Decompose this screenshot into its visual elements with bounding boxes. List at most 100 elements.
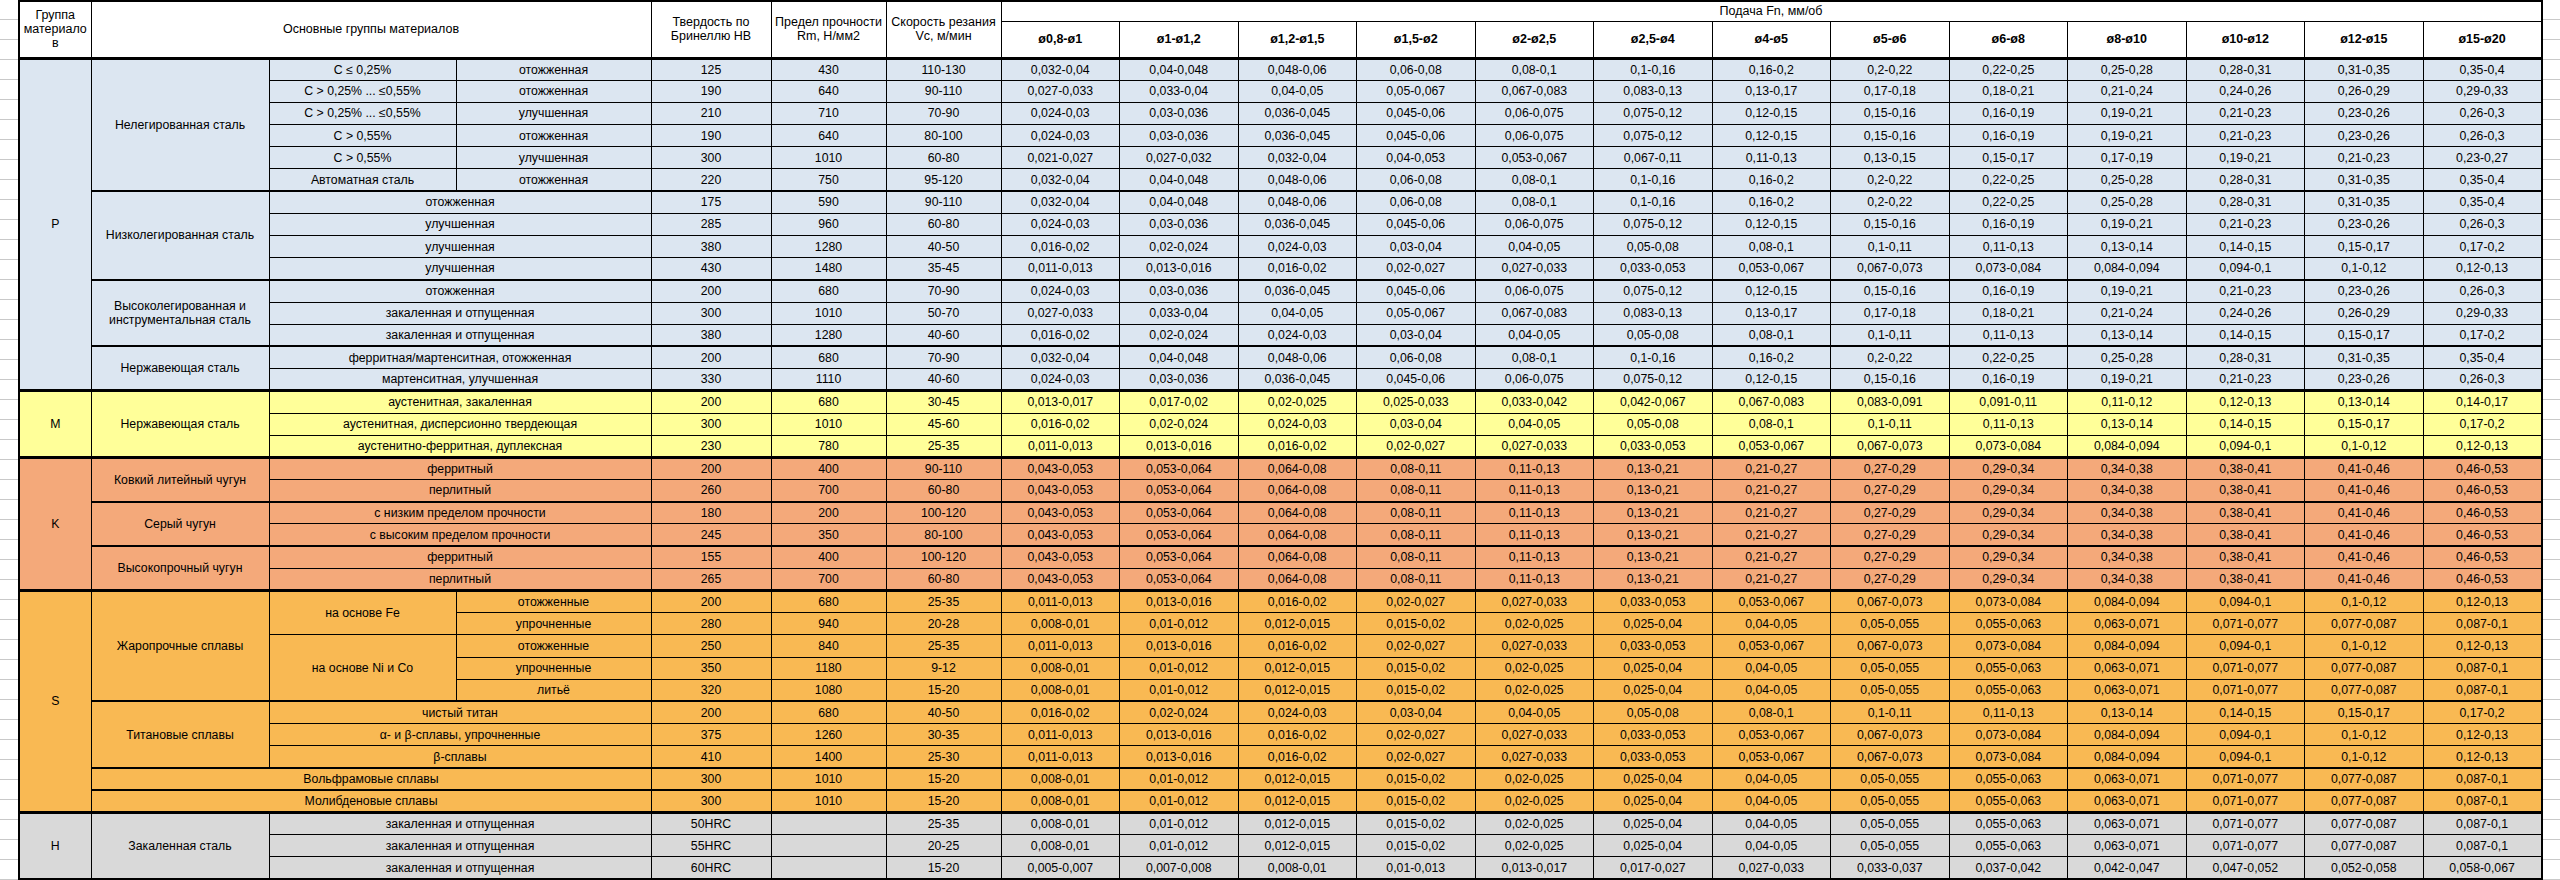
material-family-cell[interactable]: Нелегированная сталь [91,58,269,191]
col-header-main-groups[interactable]: Основные группы материалов [91,1,651,58]
material-state-cell[interactable]: ферритный [269,546,651,568]
material-family-cell[interactable]: Жаропрочные сплавы [91,591,269,702]
material-state-cell[interactable]: ферритный [269,457,651,479]
feed-value-cell[interactable]: 0,15-0,16 [1831,102,1950,124]
feed-value-cell[interactable]: 0,13-0,21 [1594,457,1713,479]
feed-value-cell[interactable]: 0,11-0,13 [1475,502,1594,524]
feed-value-cell[interactable]: 0,29-0,34 [1949,546,2068,568]
feed-value-cell[interactable]: 0,08-0,11 [1357,480,1476,502]
feed-value-cell[interactable]: 0,024-0,03 [1238,413,1357,435]
feed-value-cell[interactable]: 0,1-0,16 [1594,169,1713,191]
cutting-speed-cell[interactable]: 15-20 [886,790,1001,812]
hardness-cell[interactable]: 190 [651,80,771,102]
feed-value-cell[interactable]: 0,027-0,033 [1475,435,1594,457]
hardness-cell[interactable]: 220 [651,169,771,191]
feed-value-cell[interactable]: 0,23-0,26 [2305,125,2424,147]
feed-value-cell[interactable]: 0,21-0,23 [2186,369,2305,391]
feed-col-header[interactable]: ø1,5-ø2 [1357,21,1476,58]
cutting-speed-cell[interactable]: 40-50 [886,236,1001,258]
feed-value-cell[interactable]: 0,036-0,045 [1238,280,1357,302]
feed-value-cell[interactable]: 0,12-0,13 [2423,435,2542,457]
feed-value-cell[interactable]: 0,083-0,13 [1594,80,1713,102]
cutting-speed-cell[interactable]: 100-120 [886,502,1001,524]
feed-value-cell[interactable]: 0,04-0,05 [1475,236,1594,258]
hardness-cell[interactable]: 280 [651,613,771,635]
feed-value-cell[interactable]: 0,087-0,1 [2423,679,2542,701]
feed-value-cell[interactable]: 0,011-0,013 [1001,724,1120,746]
feed-value-cell[interactable]: 0,15-0,17 [2305,324,2424,346]
feed-value-cell[interactable]: 0,02-0,024 [1120,236,1239,258]
strength-cell[interactable]: 1180 [771,657,886,679]
strength-cell[interactable]: 940 [771,613,886,635]
feed-value-cell[interactable]: 0,042-0,067 [1594,391,1713,413]
material-family-cell[interactable]: Молибденовые сплавы [91,790,651,812]
feed-value-cell[interactable]: 0,016-0,02 [1001,413,1120,435]
material-state-cell[interactable]: упрочненные [456,657,651,679]
feed-value-cell[interactable]: 0,16-0,19 [1949,369,2068,391]
cutting-speed-cell[interactable]: 100-120 [886,546,1001,568]
material-state-cell[interactable]: закаленная и отпущенная [269,835,651,857]
feed-value-cell[interactable]: 0,27-0,29 [1831,546,1950,568]
cutting-speed-cell[interactable]: 25-35 [886,591,1001,613]
feed-value-cell[interactable]: 0,013-0,016 [1120,635,1239,657]
strength-cell[interactable]: 680 [771,280,886,302]
feed-value-cell[interactable]: 0,16-0,19 [1949,280,2068,302]
cutting-speed-cell[interactable]: 95-120 [886,169,1001,191]
hardness-cell[interactable]: 230 [651,435,771,457]
feed-col-header[interactable]: ø4-ø5 [1712,21,1831,58]
feed-value-cell[interactable]: 0,18-0,21 [1949,302,2068,324]
material-family-cell[interactable]: Ковкий литейный чугун [91,457,269,501]
hardness-cell[interactable]: 250 [651,635,771,657]
material-subtype-cell[interactable]: C > 0,55% [269,147,456,169]
cutting-speed-cell[interactable]: 60-80 [886,480,1001,502]
feed-value-cell[interactable]: 0,02-0,027 [1357,591,1476,613]
feed-value-cell[interactable]: 0,05-0,055 [1831,812,1950,834]
feed-value-cell[interactable]: 0,032-0,04 [1001,191,1120,213]
feed-col-header[interactable]: ø15-ø20 [2423,21,2542,58]
feed-value-cell[interactable]: 0,03-0,04 [1357,324,1476,346]
feed-col-header[interactable]: ø2,5-ø4 [1594,21,1713,58]
feed-value-cell[interactable]: 0,036-0,045 [1238,125,1357,147]
feed-value-cell[interactable]: 0,024-0,03 [1238,324,1357,346]
feed-value-cell[interactable]: 0,41-0,46 [2305,524,2424,546]
feed-value-cell[interactable]: 0,063-0,071 [2068,657,2187,679]
material-state-cell[interactable]: перлитный [269,480,651,502]
feed-value-cell[interactable]: 0,087-0,1 [2423,790,2542,812]
material-subtype-cell[interactable]: C > 0,25% ... ≤0,55% [269,102,456,124]
feed-value-cell[interactable]: 0,12-0,15 [1712,125,1831,147]
feed-value-cell[interactable]: 0,13-0,21 [1594,524,1713,546]
material-subtype-cell[interactable]: на основе Fe [269,591,456,635]
feed-value-cell[interactable]: 0,34-0,38 [2068,480,2187,502]
feed-value-cell[interactable]: 0,053-0,064 [1120,546,1239,568]
feed-col-header[interactable]: ø10-ø12 [2186,21,2305,58]
material-state-cell[interactable]: перлитный [269,568,651,590]
feed-value-cell[interactable]: 0,46-0,53 [2423,502,2542,524]
feed-value-cell[interactable]: 0,064-0,08 [1238,524,1357,546]
col-header-strength[interactable]: Предел прочности Rm, Н/мм2 [771,1,886,58]
feed-value-cell[interactable]: 0,015-0,02 [1357,679,1476,701]
cutting-speed-cell[interactable]: 20-28 [886,613,1001,635]
feed-value-cell[interactable]: 0,25-0,28 [2068,169,2187,191]
strength-cell[interactable]: 640 [771,125,886,147]
feed-value-cell[interactable]: 0,084-0,094 [2068,591,2187,613]
feed-value-cell[interactable]: 0,025-0,033 [1357,391,1476,413]
feed-value-cell[interactable]: 0,027-0,033 [1475,258,1594,280]
material-state-cell[interactable]: закаленная и отпущенная [269,857,651,879]
feed-value-cell[interactable]: 0,13-0,21 [1594,546,1713,568]
feed-value-cell[interactable]: 0,12-0,13 [2423,724,2542,746]
feed-value-cell[interactable]: 0,063-0,071 [2068,790,2187,812]
feed-value-cell[interactable]: 0,13-0,21 [1594,568,1713,590]
feed-value-cell[interactable]: 0,26-0,29 [2305,80,2424,102]
feed-value-cell[interactable]: 0,013-0,016 [1120,258,1239,280]
feed-value-cell[interactable]: 0,16-0,2 [1712,58,1831,80]
hardness-cell[interactable]: 60HRC [651,857,771,879]
feed-value-cell[interactable]: 0,25-0,28 [2068,58,2187,80]
strength-cell[interactable]: 1480 [771,258,886,280]
material-state-cell[interactable]: аустенитная, дисперсионно твердеющая [269,413,651,435]
col-header-feed[interactable]: Подача Fn, мм/об [1001,1,2542,21]
feed-col-header[interactable]: ø6-ø8 [1949,21,2068,58]
feed-value-cell[interactable]: 0,015-0,02 [1357,613,1476,635]
feed-value-cell[interactable]: 0,01-0,012 [1120,812,1239,834]
feed-value-cell[interactable]: 0,35-0,4 [2423,191,2542,213]
strength-cell[interactable]: 680 [771,701,886,723]
